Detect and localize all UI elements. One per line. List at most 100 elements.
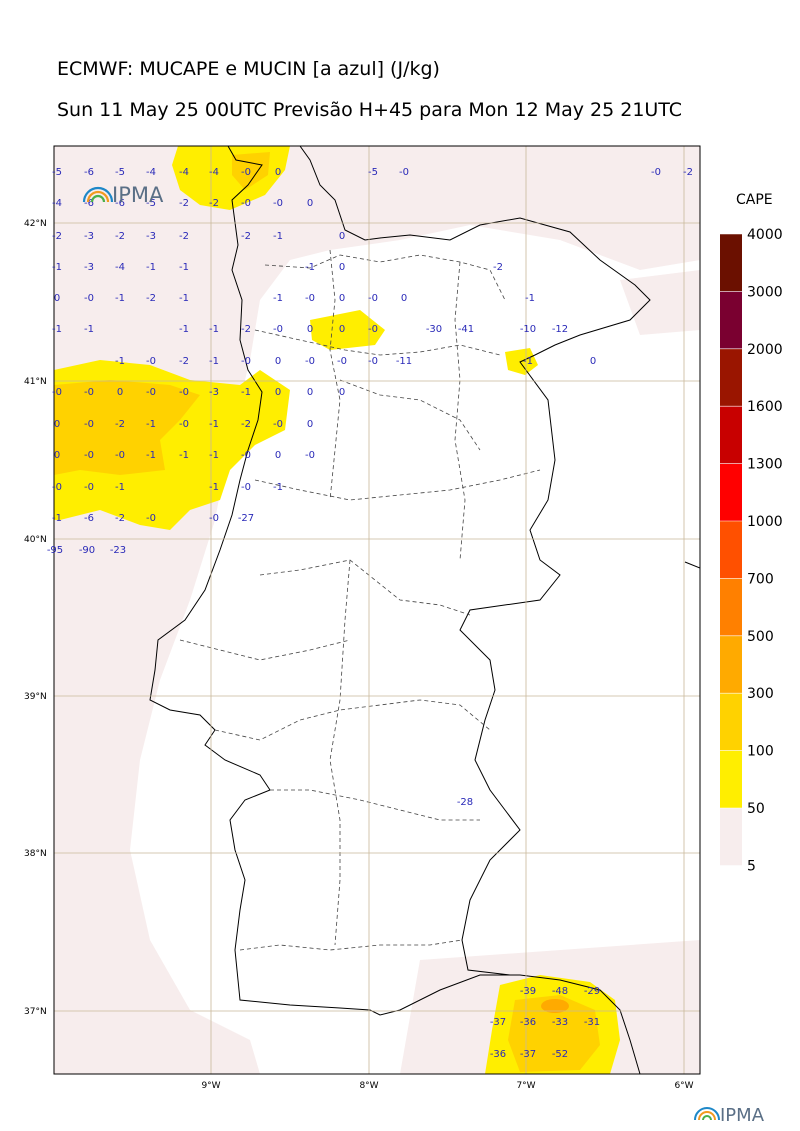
cin-value-label: -33 — [552, 1017, 568, 1028]
cin-value-label: -4 — [209, 167, 219, 178]
cin-value-label: 0 — [307, 324, 313, 335]
ipma-arc-icon — [82, 186, 114, 203]
footer-logo: IPMA — [694, 1105, 765, 1126]
cin-value-label: -2 — [241, 419, 251, 430]
graticule — [54, 146, 700, 1074]
cin-value-label: -95 — [47, 545, 63, 556]
cin-value-label: -0 — [273, 198, 283, 209]
map-logo-text: IPMA — [112, 183, 164, 207]
colorbar-segment — [720, 750, 742, 809]
cin-value-label: -1 — [525, 293, 535, 304]
cin-value-label: -1 — [523, 356, 533, 367]
cin-value-label: 0 — [307, 419, 313, 430]
cin-value-label: -5 — [146, 198, 156, 209]
cin-value-label: -0 — [399, 167, 409, 178]
colorbar-segment — [720, 808, 742, 866]
cin-value-label: 0 — [275, 167, 281, 178]
cin-value-label: -1 — [146, 450, 156, 461]
cin-value-label: -0 — [368, 293, 378, 304]
cin-value-label: -1 — [115, 356, 125, 367]
cin-value-label: -36 — [520, 1017, 536, 1028]
cin-value-label: -2 — [115, 513, 125, 524]
cin-value-label: 0 — [339, 262, 345, 273]
cin-value-label: -1 — [209, 419, 219, 430]
coastline — [684, 561, 700, 569]
cin-value-label: -2 — [209, 198, 219, 209]
cin-value-label: -6 — [84, 167, 94, 178]
chart-title: ECMWF: MUCAPE e MUCIN [a azul] (J/kg) — [57, 58, 440, 80]
lon-label: 7°W — [516, 1081, 535, 1091]
colorbar-tick-label: 300 — [747, 686, 774, 702]
low-cape-region — [54, 146, 700, 1074]
cin-value-label: -1 — [273, 482, 283, 493]
cin-value-label: -52 — [552, 1049, 568, 1060]
cin-value-label: -1 — [179, 262, 189, 273]
cin-value-label: 0 — [339, 387, 345, 398]
colorbar-tick-label: 50 — [747, 801, 765, 817]
cin-value-label: -1 — [146, 419, 156, 430]
low-cape-region — [620, 270, 700, 335]
cin-value-label: -0 — [179, 419, 189, 430]
cin-value-label: -0 — [241, 167, 251, 178]
cin-value-label: -1 — [52, 513, 62, 524]
cin-value-label: -5 — [115, 167, 125, 178]
cin-value-label: 0 — [307, 198, 313, 209]
cin-value-label: -4 — [179, 167, 189, 178]
map-logo: IPMA — [82, 183, 164, 207]
lat-label: 39°N — [24, 692, 47, 702]
cin-value-label: -3 — [146, 231, 156, 242]
cin-value-label: -1 — [52, 324, 62, 335]
colorbar-tick-label: 1300 — [747, 457, 783, 473]
cin-value-label: -0 — [52, 482, 62, 493]
cin-value-label: -1 — [209, 356, 219, 367]
cin-value-label: -0 — [368, 324, 378, 335]
colorbar-tick-label: 1600 — [747, 399, 783, 415]
cin-value-label: -39 — [520, 986, 536, 997]
cin-value-label: -1 — [209, 324, 219, 335]
cin-value-label: -1 — [209, 450, 219, 461]
cin-value-label: -6 — [84, 513, 94, 524]
colorbar-tick-label: 4000 — [747, 227, 783, 243]
cin-value-label: 0 — [275, 450, 281, 461]
cin-value-label: -0 — [273, 419, 283, 430]
cin-value-label: 0 — [275, 387, 281, 398]
low-cape-region — [560, 160, 700, 200]
cin-value-label: -1 — [115, 293, 125, 304]
colorbar: 4000 3000 2000 1600 1300 1000 700 500 300 100 50 5 — [720, 227, 783, 874]
lon-label: 9°W — [201, 1081, 220, 1091]
cin-value-label: 0 — [339, 293, 345, 304]
cin-value-label: -0 — [305, 293, 315, 304]
cin-value-label: -37 — [520, 1049, 536, 1060]
cin-value-label: -2 — [179, 356, 189, 367]
lat-label: 42°N — [24, 219, 47, 229]
ipma-arc-icon — [694, 1107, 720, 1121]
cin-value-label: -1 — [179, 324, 189, 335]
cin-value-label: -0 — [84, 450, 94, 461]
lat-label: 40°N — [24, 535, 47, 545]
cin-value-label: -2 — [146, 293, 156, 304]
lon-label: 8°W — [359, 1081, 378, 1091]
cin-value-label: -36 — [490, 1049, 506, 1060]
colorbar-segment — [720, 406, 742, 465]
cin-value-label: -0 — [146, 387, 156, 398]
colorbar-segment — [720, 463, 742, 522]
cin-value-label: 0 — [54, 293, 60, 304]
cin-value-label: -0 — [115, 450, 125, 461]
cin-value-label: -0 — [52, 387, 62, 398]
cin-value-label: -1 — [273, 293, 283, 304]
cin-value-label: 0 — [275, 356, 281, 367]
cin-value-label: -2 — [179, 198, 189, 209]
map-frame — [53, 145, 701, 1075]
colorbar-segment — [720, 635, 742, 694]
cin-value-label: -1 — [146, 262, 156, 273]
cin-labels: -5 -6 -5 -4 -4 -4 -0 0 -5 -0 -0 -2 -4 -6 -6 -5 -2 -2 -0 -0 0… — [47, 167, 693, 1060]
lat-label: 41°N — [24, 377, 47, 387]
cin-value-label: -31 — [584, 1017, 600, 1028]
cin-value-label: -48 — [552, 986, 568, 997]
cin-value-label: 0 — [401, 293, 407, 304]
cin-value-label: -4 — [115, 262, 125, 273]
colorbar-segment — [720, 348, 742, 407]
cin-value-label: -6 — [84, 198, 94, 209]
cin-value-label: -2 — [683, 167, 693, 178]
cin-value-label: -0 — [146, 513, 156, 524]
